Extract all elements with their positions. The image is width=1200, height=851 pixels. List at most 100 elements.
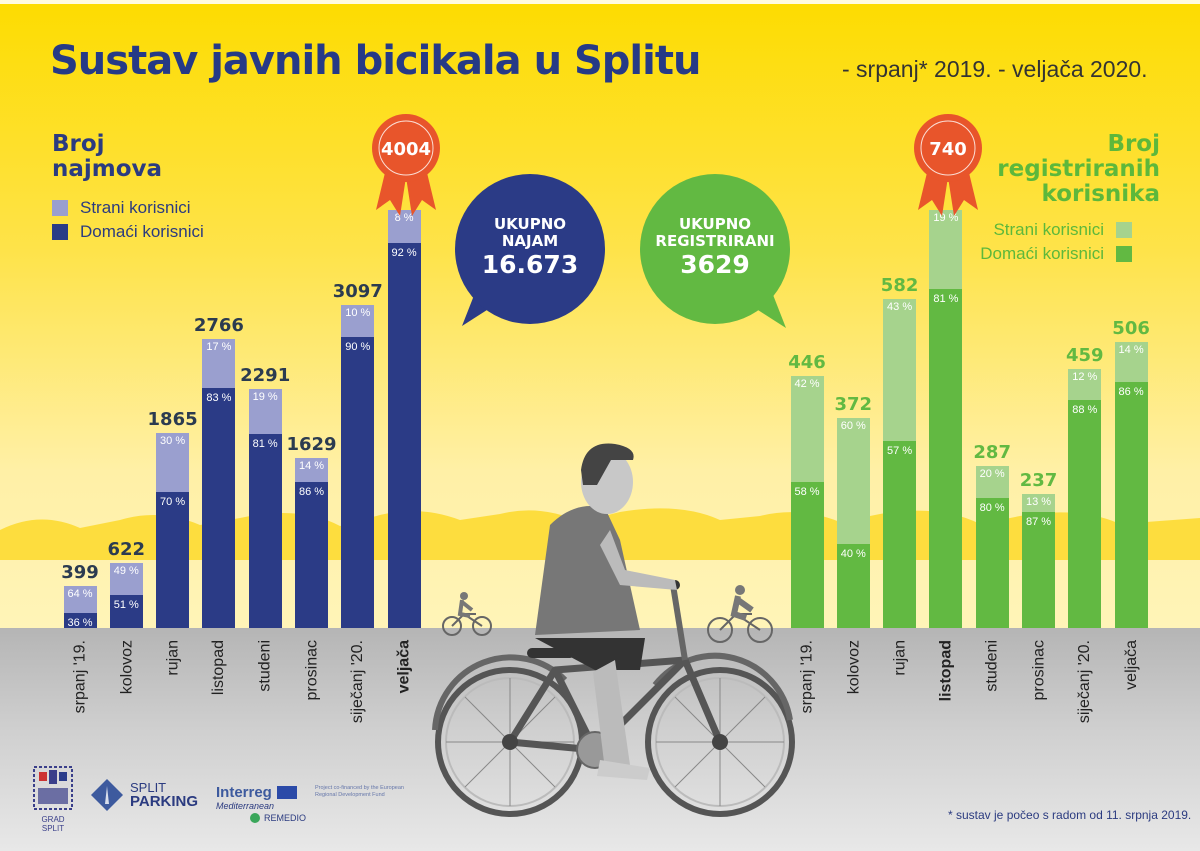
- rentals-max-badge: 4004: [370, 112, 442, 222]
- bar-segment-domestic: [1114, 382, 1148, 628]
- rentals-bar: 64 % 36 %: [63, 586, 97, 629]
- legend-swatch-domestic: [1116, 246, 1132, 262]
- percent-label-foreign: 64 %: [67, 588, 93, 601]
- registered-title-line1: Broj: [1107, 131, 1160, 157]
- bar-segment-domestic: [883, 440, 917, 628]
- cyclist-illustration: [432, 443, 795, 817]
- x-axis-label: rujan: [162, 640, 182, 730]
- x-axis-label: kolovoz: [116, 640, 136, 730]
- bar-total-label: 459: [1066, 344, 1104, 366]
- total-rentals-bubble: UKUPNO NAJAM 16.673: [455, 174, 605, 324]
- legend-item-foreign: Strani korisnici: [52, 196, 204, 220]
- bar-segment-domestic: [63, 613, 97, 628]
- bubble-label-line2: REGISTRIRANI: [655, 232, 775, 250]
- x-axis-label: siječanj '20.: [347, 640, 367, 730]
- registered-bar: 14 % 86 %: [1114, 342, 1148, 628]
- x-axis-label: veljača: [1121, 640, 1141, 730]
- percent-label-foreign: 60 %: [840, 419, 866, 432]
- split-parking-text-2: PARKING: [130, 793, 199, 810]
- ribbon-icon: 4004: [372, 114, 440, 216]
- top-border: [0, 0, 1200, 4]
- x-axis-label-text: studeni: [983, 640, 1001, 692]
- registered-section-title: Broj registriranih korisnika: [997, 132, 1160, 207]
- interreg-text: Interreg: [216, 784, 272, 801]
- total-registered-label: UKUPNO REGISTRIRANI: [640, 174, 790, 250]
- bar-segment-foreign: [341, 304, 375, 337]
- legend-label: Strani korisnici: [80, 198, 191, 217]
- remedio-text: REMEDIO: [264, 813, 307, 823]
- bar-segment-foreign: [1114, 342, 1148, 383]
- legend-label: Domaći korisnici: [80, 222, 204, 241]
- page-title: Sustav javnih bicikala u Splitu: [50, 38, 701, 84]
- legend-swatch-foreign: [1116, 222, 1132, 238]
- bar-total-label: 622: [107, 539, 146, 561]
- percent-label-foreign: 17 %: [206, 341, 232, 354]
- split-parking-logo: SPLIT PARKING: [90, 778, 198, 812]
- bar-total-label: 2766: [193, 315, 244, 337]
- x-axis-label-text: rujan: [164, 640, 182, 676]
- percent-label-domestic: 58 %: [794, 485, 820, 498]
- percent-label-foreign: 13 %: [1025, 496, 1052, 509]
- bar-segment-foreign: [202, 339, 236, 389]
- percent-label-domestic: 40 %: [840, 547, 866, 560]
- percent-label-domestic: 70 %: [160, 495, 186, 508]
- x-axis-label-text: srpanj '19.: [71, 640, 89, 714]
- rentals-section-title: Broj najmova: [52, 132, 162, 182]
- percent-label-domestic: 57 %: [887, 444, 913, 457]
- bar-segment-domestic: [836, 543, 870, 628]
- rentals-legend: Strani korisnici Domaći korisnici: [52, 196, 204, 244]
- x-axis-label-text: kolovoz: [117, 640, 135, 695]
- grad-split-text: GRAD SPLIT: [41, 815, 65, 833]
- total-rentals-label: UKUPNO NAJAM: [455, 174, 605, 250]
- x-axis-label: veljača: [394, 640, 414, 730]
- grad-split-logo: GRAD SPLIT: [30, 766, 76, 833]
- registered-bar: 12 % 88 %: [1068, 368, 1102, 628]
- registered-badge-value: 740: [929, 139, 967, 160]
- x-axis-label-text: srpanj '19.: [798, 640, 816, 714]
- percent-label-domestic: 81 %: [252, 438, 278, 451]
- bar-segment-foreign: [63, 586, 97, 613]
- legend-item-domestic: Domaći korisnici: [52, 220, 204, 244]
- bar-segment-domestic: [790, 481, 824, 628]
- x-axis-label-text: prosinac: [303, 640, 320, 701]
- bar-segment-foreign: [387, 210, 421, 244]
- rentals-bar: 19 % 81 %: [248, 388, 282, 628]
- interreg-logo: Interreg Mediterranean REMEDIO: [216, 784, 306, 823]
- bar-segment-domestic: [248, 434, 282, 628]
- x-axis-label: rujan: [889, 640, 909, 730]
- percent-label-foreign: 43 %: [887, 301, 913, 314]
- small-cyclist-icon: [442, 592, 492, 636]
- registered-max-badge: 740: [912, 112, 984, 222]
- x-axis-label: studeni: [255, 640, 275, 730]
- bubble-label-line1: UKUPNO: [493, 215, 567, 233]
- percent-label-foreign: 42 %: [794, 378, 820, 391]
- rentals-bar: 14 % 86 %: [295, 457, 328, 628]
- x-axis-label-text: rujan: [891, 640, 909, 676]
- registered-bar: 60 % 40 %: [836, 417, 870, 628]
- x-axis-label: listopad: [208, 640, 228, 730]
- registered-bar: 13 % 87 %: [1022, 494, 1055, 628]
- x-axis-label: studeni: [982, 640, 1002, 730]
- split-parking-text-1: SPLIT: [130, 780, 167, 795]
- bar-segment-foreign: [975, 465, 1009, 499]
- rentals-bar: 30 % 70 %: [156, 433, 190, 628]
- registered-legend: Strani korisnici Domaći korisnici: [980, 218, 1132, 266]
- bar-segment-foreign: [929, 210, 963, 290]
- legend-label: Domaći korisnici: [980, 244, 1104, 263]
- percent-label-domestic: 83 %: [206, 392, 232, 405]
- legend-label: Strani korisnici: [993, 220, 1104, 239]
- x-axis-label-text: prosinac: [1030, 640, 1047, 701]
- city-crest-icon: [33, 766, 73, 810]
- x-axis-label: prosinac: [1028, 640, 1048, 730]
- rentals-badge-value: 4004: [381, 139, 431, 160]
- registered-bar: 20 % 80 %: [975, 465, 1009, 628]
- bar-total-label: 2291: [240, 364, 291, 386]
- bar-segment-domestic: [387, 243, 421, 628]
- x-axis-label: siječanj '20.: [1074, 640, 1094, 730]
- percent-label-domestic: 86 %: [298, 485, 325, 498]
- bar-total-label: 287: [973, 441, 1011, 463]
- rentals-title-line2: najmova: [52, 156, 163, 182]
- page-subtitle: - srpanj* 2019. - veljača 2020.: [842, 56, 1148, 82]
- bar-total-label: 1629: [286, 433, 337, 455]
- split-parking-icon: [91, 779, 123, 811]
